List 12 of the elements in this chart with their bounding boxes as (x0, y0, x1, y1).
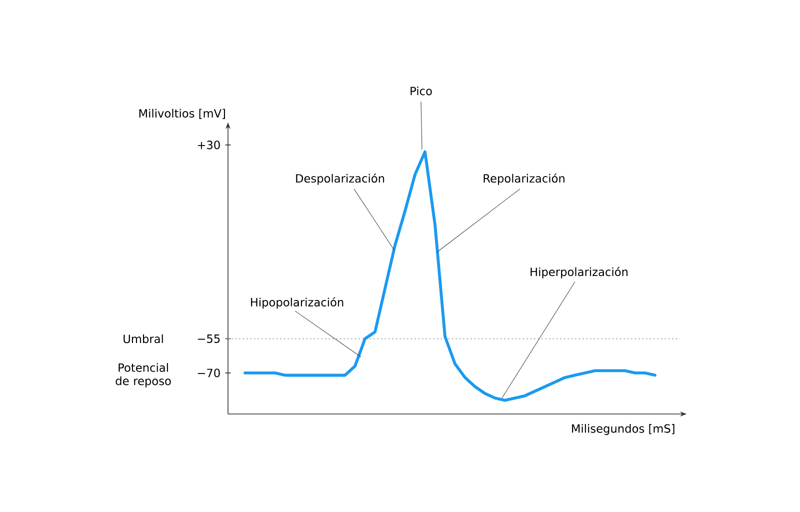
x-axis-title: Milisegundos [mS] (572, 424, 674, 436)
annotation: Hiperpolarización (530, 266, 628, 278)
text: Umbral (124, 334, 163, 344)
y-tick-label: +30 (198, 140, 220, 150)
y-tick-label: −70 (198, 368, 220, 378)
y-axis-title: Milivoltios [mV] (139, 108, 225, 119)
annotation: Repolarización (484, 173, 564, 185)
annotation: Despolarización (296, 173, 384, 185)
y-tick-label: −55 (198, 334, 220, 343)
text: Pico (410, 86, 432, 96)
text: Potencial de reposo (116, 363, 171, 388)
annotation: Hipopolarización (251, 297, 344, 309)
